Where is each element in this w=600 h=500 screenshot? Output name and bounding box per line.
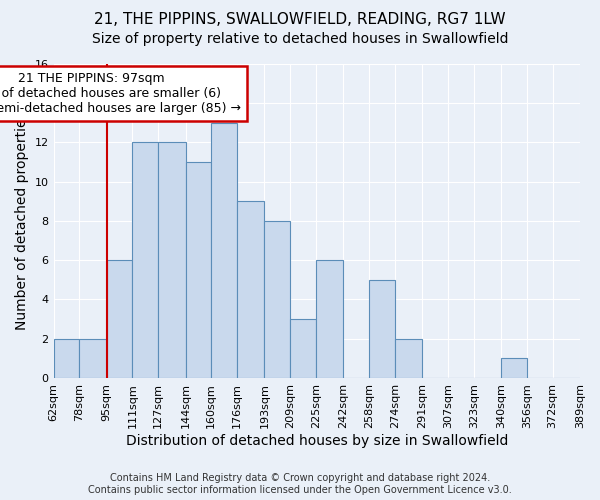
Bar	[316, 260, 343, 378]
Bar	[158, 142, 185, 378]
Bar	[79, 338, 107, 378]
Bar	[369, 280, 395, 378]
Text: Contains HM Land Registry data © Crown copyright and database right 2024.
Contai: Contains HM Land Registry data © Crown c…	[88, 474, 512, 495]
Text: 21 THE PIPPINS: 97sqm
← 7% of detached houses are smaller (6)
92% of semi-detach: 21 THE PIPPINS: 97sqm ← 7% of detached h…	[0, 72, 241, 115]
Y-axis label: Number of detached properties: Number of detached properties	[15, 112, 29, 330]
Bar	[185, 162, 211, 378]
Text: Size of property relative to detached houses in Swallowfield: Size of property relative to detached ho…	[92, 32, 508, 46]
Bar	[107, 260, 133, 378]
X-axis label: Distribution of detached houses by size in Swallowfield: Distribution of detached houses by size …	[125, 434, 508, 448]
Bar	[211, 123, 237, 378]
Bar	[265, 221, 290, 378]
Bar	[53, 338, 79, 378]
Text: 21, THE PIPPINS, SWALLOWFIELD, READING, RG7 1LW: 21, THE PIPPINS, SWALLOWFIELD, READING, …	[94, 12, 506, 28]
Bar	[290, 319, 316, 378]
Bar	[501, 358, 527, 378]
Bar	[237, 202, 265, 378]
Bar	[133, 142, 158, 378]
Bar	[395, 338, 422, 378]
